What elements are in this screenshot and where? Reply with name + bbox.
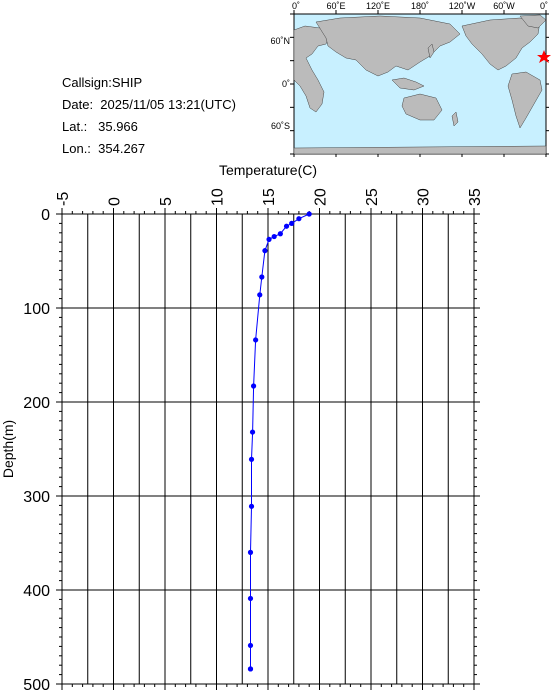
- map-lon-label: 0˚: [292, 1, 300, 11]
- y-tick-label: 100: [23, 301, 50, 318]
- data-point: [250, 383, 257, 389]
- map-lon-label: 60˚E: [326, 1, 345, 11]
- x-tick-label: 30: [416, 188, 433, 206]
- station-info: Callsign:SHIP Date: 2025/11/05 13:21(UTC…: [62, 72, 236, 160]
- land-indonesia: [391, 77, 425, 91]
- data-point: [266, 236, 272, 242]
- data-point: [257, 292, 263, 298]
- y-tick-label: 400: [23, 583, 50, 600]
- x-tick-label: 10: [210, 188, 227, 206]
- plot-grid: [62, 214, 474, 684]
- data-point: [253, 337, 259, 343]
- map-lon-label: 180˚: [411, 1, 429, 11]
- x-tick-label: -5: [55, 192, 72, 206]
- data-point: [247, 549, 254, 556]
- y-tick-label: 200: [23, 395, 50, 412]
- data-point: [248, 456, 255, 462]
- data-point: [306, 211, 312, 217]
- x-tick-label: 20: [313, 188, 330, 206]
- data-point: [296, 216, 302, 222]
- y-axis-title: Depth(m): [0, 420, 16, 478]
- data-point: [289, 220, 295, 226]
- land-australia: [401, 93, 443, 121]
- x-tick-label: 15: [261, 188, 278, 206]
- map-lat-label: 0˚: [282, 79, 290, 89]
- land-south-america: [507, 71, 543, 129]
- station-marker: [537, 50, 551, 63]
- date-text: Date: 2025/11/05 13:21(UTC): [62, 97, 236, 112]
- temperature-profile-chart: -5 0 5 10 15 20 25 30 35 0 100 200 300 400 500 Temper…: [0, 162, 484, 690]
- data-point: [283, 223, 290, 229]
- map-lon-label: 60˚W: [493, 1, 515, 11]
- latitude-text: Lat.: 35.966: [62, 119, 138, 134]
- map-land: [293, 14, 547, 155]
- map-lon-label: 120˚W: [449, 1, 476, 11]
- map-lat-label: 60˚N: [270, 36, 290, 46]
- x-axis-title: Temperature(C): [219, 162, 317, 178]
- map-lat-label: 60˚S: [271, 121, 290, 131]
- x-tick-label: 25: [364, 188, 381, 206]
- data-point: [259, 274, 265, 280]
- y-tick-label: 300: [23, 489, 50, 506]
- longitude-text: Lon.: 354.267: [62, 141, 146, 156]
- land-greenland: [519, 14, 547, 29]
- map-lon-label: 0˚: [540, 1, 548, 11]
- callsign-text: Callsign:SHIP: [62, 75, 143, 90]
- x-tick-label: 5: [158, 197, 175, 206]
- x-axis-ticks: -5 0 5 10 15 20 25 30 35: [55, 188, 484, 690]
- land-asia: [315, 15, 461, 77]
- y-tick-label: 0: [41, 207, 50, 224]
- data-point: [247, 595, 254, 602]
- temperature-series: [247, 211, 312, 672]
- data-point: [262, 248, 268, 254]
- x-tick-label: 0: [107, 197, 124, 206]
- data-point: [247, 642, 254, 649]
- data-point: [249, 429, 256, 435]
- world-map: 0˚ 60˚E 120˚E 180˚ 120˚W 60˚W 0˚ 60˚N 0˚…: [270, 1, 551, 157]
- data-point: [248, 503, 255, 509]
- y-tick-label: 500: [23, 677, 50, 690]
- data-point: [277, 231, 283, 237]
- land-japan: [427, 43, 435, 59]
- x-tick-label: 35: [467, 188, 484, 206]
- land-new-zealand: [451, 111, 459, 127]
- y-axis-ticks: 0 100 200 300 400 500: [23, 207, 480, 690]
- map-lon-label: 120˚E: [366, 1, 390, 11]
- data-point: [247, 666, 254, 672]
- data-point: [271, 233, 277, 240]
